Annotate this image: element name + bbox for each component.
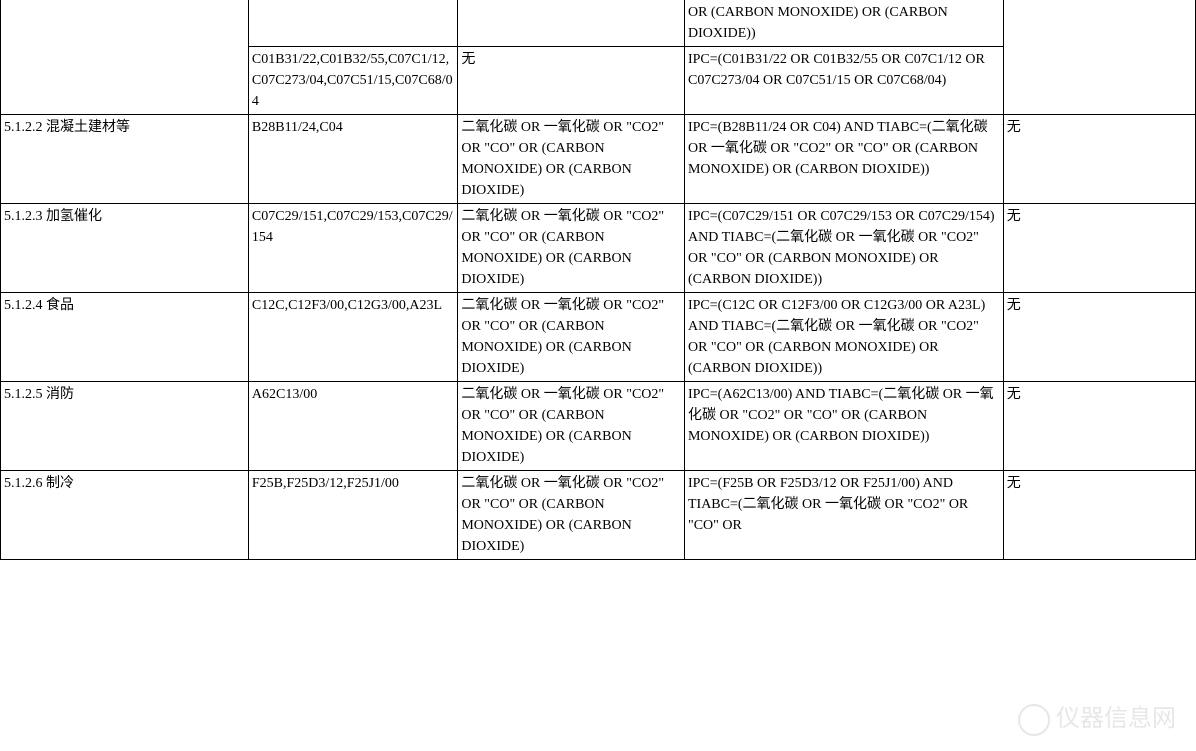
table-row: 5.1.2.3 加氢催化 C07C29/151,C07C29/153,C07C2… bbox=[1, 204, 1196, 293]
cell-keywords bbox=[458, 0, 685, 47]
cell-category: 5.1.2.4 食品 bbox=[1, 293, 249, 382]
cell-category: 5.1.2.2 混凝土建材等 bbox=[1, 115, 249, 204]
table-row: 5.1.2.4 食品 C12C,C12F3/00,C12G3/00,A23L 二… bbox=[1, 293, 1196, 382]
cell-note: 无 bbox=[1003, 382, 1195, 471]
watermark-logo-icon bbox=[1018, 704, 1050, 736]
cell-keywords: 无 bbox=[458, 47, 685, 115]
cell-query: IPC=(A62C13/00) AND TIABC=(二氧化碳 OR 一氧化碳 … bbox=[684, 382, 1003, 471]
table-row: 5.1.2.5 消防 A62C13/00 二氧化碳 OR 一氧化碳 OR "CO… bbox=[1, 382, 1196, 471]
cell-query: IPC=(C07C29/151 OR C07C29/153 OR C07C29/… bbox=[684, 204, 1003, 293]
table-row: 5.1.2.6 制冷 F25B,F25D3/12,F25J1/00 二氧化碳 O… bbox=[1, 471, 1196, 560]
cell-note: 无 bbox=[1003, 204, 1195, 293]
cell-note: 无 bbox=[1003, 115, 1195, 204]
cell-ipc: C07C29/151,C07C29/153,C07C29/154 bbox=[248, 204, 457, 293]
cell-keywords: 二氧化碳 OR 一氧化碳 OR "CO2" OR "CO" OR (CARBON… bbox=[458, 382, 685, 471]
cell-category: 5.1.2.3 加氢催化 bbox=[1, 204, 249, 293]
cell-ipc: C12C,C12F3/00,C12G3/00,A23L bbox=[248, 293, 457, 382]
cell-category bbox=[1, 0, 249, 115]
cell-query: OR (CARBON MONOXIDE) OR (CARBON DIOXIDE)… bbox=[684, 0, 1003, 47]
cell-note: 无 bbox=[1003, 293, 1195, 382]
cell-note bbox=[1003, 0, 1195, 115]
cell-category: 5.1.2.6 制冷 bbox=[1, 471, 249, 560]
cell-keywords: 二氧化碳 OR 一氧化碳 OR "CO2" OR "CO" OR (CARBON… bbox=[458, 115, 685, 204]
cell-ipc: A62C13/00 bbox=[248, 382, 457, 471]
table-row: OR (CARBON MONOXIDE) OR (CARBON DIOXIDE)… bbox=[1, 0, 1196, 47]
search-strategy-table: OR (CARBON MONOXIDE) OR (CARBON DIOXIDE)… bbox=[0, 0, 1196, 560]
cell-query: IPC=(B28B11/24 OR C04) AND TIABC=(二氧化碳 O… bbox=[684, 115, 1003, 204]
cell-category: 5.1.2.5 消防 bbox=[1, 382, 249, 471]
cell-keywords: 二氧化碳 OR 一氧化碳 OR "CO2" OR "CO" OR (CARBON… bbox=[458, 471, 685, 560]
cell-ipc: B28B11/24,C04 bbox=[248, 115, 457, 204]
cell-query: IPC=(F25B OR F25D3/12 OR F25J1/00) AND T… bbox=[684, 471, 1003, 560]
cell-query: IPC=(C01B31/22 OR C01B32/55 OR C07C1/12 … bbox=[684, 47, 1003, 115]
watermark-text: 仪器信息网 bbox=[1056, 705, 1176, 732]
cell-keywords: 二氧化碳 OR 一氧化碳 OR "CO2" OR "CO" OR (CARBON… bbox=[458, 293, 685, 382]
cell-ipc bbox=[248, 0, 457, 47]
cell-keywords: 二氧化碳 OR 一氧化碳 OR "CO2" OR "CO" OR (CARBON… bbox=[458, 204, 685, 293]
cell-ipc: C01B31/22,C01B32/55,C07C1/12,C07C273/04,… bbox=[248, 47, 457, 115]
table-row: 5.1.2.2 混凝土建材等 B28B11/24,C04 二氧化碳 OR 一氧化… bbox=[1, 115, 1196, 204]
cell-ipc: F25B,F25D3/12,F25J1/00 bbox=[248, 471, 457, 560]
cell-query: IPC=(C12C OR C12F3/00 OR C12G3/00 OR A23… bbox=[684, 293, 1003, 382]
cell-note: 无 bbox=[1003, 471, 1195, 560]
watermark: 仪器信息网 bbox=[1018, 698, 1176, 736]
